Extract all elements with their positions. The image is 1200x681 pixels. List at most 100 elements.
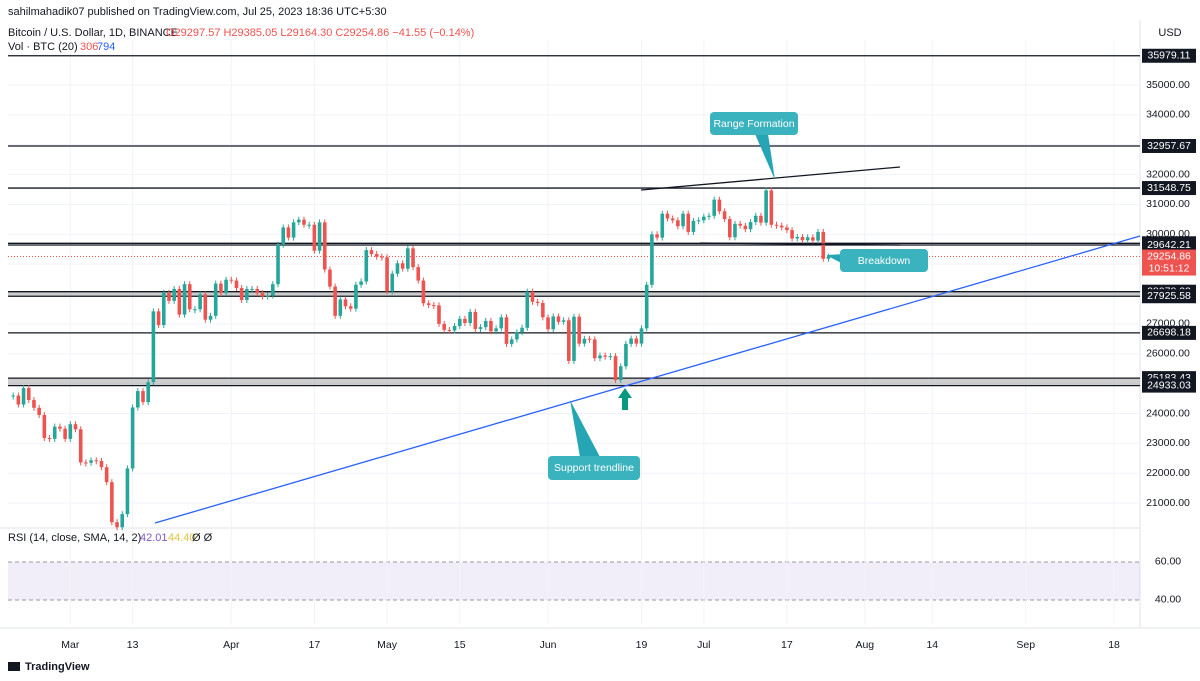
rsi-value: 42.01 [140,532,168,544]
candle [779,225,784,228]
candle [800,236,805,241]
candle [769,190,774,225]
candle [613,356,618,381]
callout-box [710,112,798,135]
level-label: 26698.18 [1147,327,1191,339]
candle [32,400,36,408]
candle [115,522,119,528]
candle [146,382,151,403]
candle [47,437,52,439]
candle [110,482,114,523]
candle [167,292,171,301]
candle [541,302,545,318]
candle [63,428,67,439]
volume-label: Vol · BTC (20) [8,41,78,53]
rsi-band [8,562,1140,600]
x-tick-label: 15 [454,639,466,651]
x-tick-label: 19 [636,639,648,651]
candle [811,237,815,241]
candle [764,190,768,223]
level-label-box [1142,181,1196,196]
candle [84,462,88,464]
level-label-box [1142,237,1196,252]
candle [250,288,254,290]
candle [774,224,779,226]
candle [16,395,21,405]
callout-box [548,456,640,480]
candle [333,286,337,316]
rsi-extra: Ø Ø [192,532,213,544]
candle [239,288,244,300]
candle [229,279,234,281]
y-tick-label: 23000.00 [1146,437,1190,449]
candle [255,288,260,294]
candle [551,316,556,330]
level-label-box [1142,138,1196,153]
x-tick-label: Jul [697,639,710,651]
symbol: Bitcoin / U.S. Dollar, 1D, BINANCE [8,27,178,39]
candle [696,220,701,222]
level-label-box [1142,48,1196,63]
candle [478,327,483,329]
candle [572,316,576,361]
candle [644,284,649,329]
candle [447,329,452,331]
candle [603,355,607,357]
candle [380,256,384,258]
rsi-tick-label: 40.00 [1155,594,1181,606]
rsi-tick-label: 60.00 [1155,556,1181,568]
candle [421,280,426,304]
level-label: 35979.11 [1147,50,1190,62]
candle [681,213,685,227]
candle [151,311,156,383]
candle [702,216,706,221]
candle [515,332,519,340]
x-tick-label: Aug [855,639,874,651]
level-label: 31548.75 [1147,182,1191,194]
candle [193,309,197,311]
candle [546,317,550,330]
candle [406,248,410,269]
candle [374,254,379,257]
candle [187,284,192,310]
candle [328,269,332,287]
y-tick-label: 21000.00 [1146,497,1190,509]
publisher: sahilmahadik07 published on TradingView.… [8,6,387,18]
candle [805,237,810,241]
candle [354,284,358,309]
x-tick-label: Jun [540,639,557,651]
candle [442,323,446,330]
candle [317,222,322,251]
y-tick-label: 22000.00 [1146,467,1190,479]
candle [281,227,286,245]
candle [660,213,665,238]
x-tick-label: Apr [223,639,240,651]
up-arrow [618,388,632,410]
candle [629,338,633,344]
candle [161,292,166,326]
candle [499,317,504,329]
candle [452,325,457,331]
logo [8,662,20,671]
candle [473,311,478,329]
candle [395,263,400,274]
level-label: 29642.21 [1147,239,1191,251]
candle [104,467,109,483]
candle [727,219,732,238]
y-tick-label: 35000.00 [1146,79,1190,91]
candle [556,316,561,322]
footer: TradingView [25,661,90,673]
candle [37,407,41,415]
x-tick-label: 17 [781,639,793,651]
candle [312,224,317,251]
last-price-label: 29254.86 [1147,250,1191,262]
candle [21,388,26,405]
candle [426,303,431,306]
callout-pointer [755,134,775,180]
candle [78,429,83,463]
x-tick-label: 17 [309,639,321,651]
candle [42,414,47,438]
candle [224,279,228,294]
candle [219,283,223,294]
